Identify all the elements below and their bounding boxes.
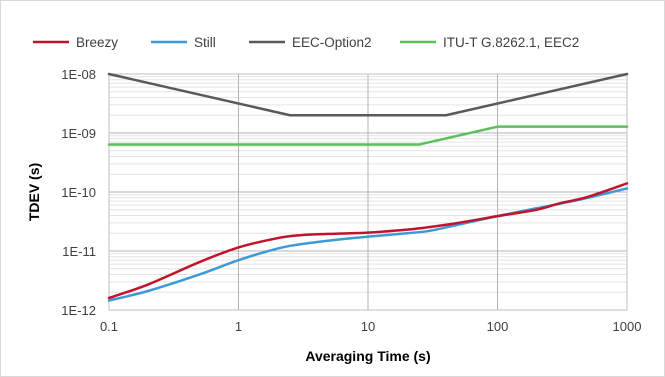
y-tick-label: 1E-08 bbox=[61, 67, 96, 82]
y-tick-label: 1E-09 bbox=[61, 126, 96, 141]
y-tick-label: 1E-10 bbox=[61, 185, 96, 200]
legend-label-itu-t-g-8262-1-eec2: ITU-T G.8262.1, EEC2 bbox=[443, 35, 579, 50]
y-axis-ticks: 1E-12 1E-11 1E-10 1E-09 1E-08 bbox=[61, 67, 96, 318]
y-tick-label: 1E-11 bbox=[62, 244, 96, 259]
plot-area bbox=[108, 73, 628, 311]
legend-label-still: Still bbox=[194, 35, 216, 50]
y-tick-label: 1E-12 bbox=[61, 303, 96, 318]
legend-label-eec-option2: EEC-Option2 bbox=[292, 35, 372, 50]
series-line-itu-t-g-8262-1-eec2 bbox=[107, 125, 629, 146]
x-tick-label: 0.1 bbox=[100, 319, 118, 334]
legend: Breezy Still EEC-Option2 ITU-T G.8262.1, EE… bbox=[33, 35, 579, 50]
x-axis-ticks: 0.1 1 10 100 1000 bbox=[100, 319, 642, 334]
x-tick-label: 1000 bbox=[613, 319, 642, 334]
legend-label-breezy: Breezy bbox=[76, 35, 118, 50]
y-axis-title: TDEV (s) bbox=[26, 163, 42, 221]
x-axis-title: Averaging Time (s) bbox=[305, 348, 430, 364]
series-line-eec-option2 bbox=[107, 72, 629, 117]
x-tick-label: 1 bbox=[235, 319, 242, 334]
x-tick-label: 10 bbox=[361, 319, 375, 334]
x-tick-label: 100 bbox=[487, 319, 509, 334]
series-layer bbox=[107, 72, 629, 302]
series-line-breezy bbox=[107, 182, 629, 300]
